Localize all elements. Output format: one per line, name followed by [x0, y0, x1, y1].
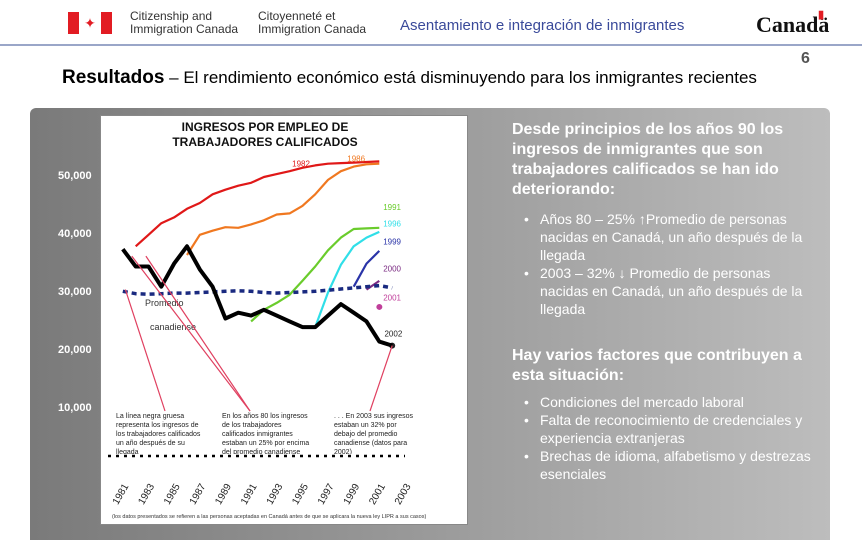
header-divider: [0, 44, 862, 46]
canada-wordmark-text: Canadä: [756, 12, 830, 37]
x-tick-label: 1981: [111, 482, 132, 507]
series-line-1996: [314, 230, 380, 328]
slide-title-strong: Resultados: [62, 67, 165, 88]
chart-footnote: (los datos presentados se refieren a las…: [112, 514, 427, 520]
header-title: Asentamiento e integración de inmigrante…: [400, 17, 685, 34]
y-tick-label: 10,000: [58, 402, 92, 414]
annotation-thick-line: La línea negra gruesa representa los ing…: [116, 413, 201, 454]
y-tick-label: 40,000: [58, 228, 92, 240]
factor-bullets: Condiciones del mercado laboral Falta de…: [512, 393, 812, 483]
series-line-promedio-canadiense: [122, 283, 393, 296]
x-tick-label: 1993: [265, 482, 286, 507]
y-tick-label: 30,000: [58, 286, 92, 298]
pointer-line: [369, 345, 393, 412]
canada-wordmark: Canadä ▮: [756, 9, 830, 38]
x-tick-label: 1997: [316, 482, 337, 507]
pointer-line: [145, 255, 251, 412]
pointer-line: [131, 255, 251, 412]
department-name-en-line2: Immigration Canada: [130, 22, 239, 36]
right-heading-factors: Hay varios factores que contribuyen a es…: [512, 347, 802, 384]
header-bar: ✦ Citizenship and Immigration Canada Cit…: [0, 0, 862, 44]
annotation-2003: . . . En 2003 sus ingresos estaban un 32…: [334, 413, 413, 454]
average-label-line1: Promedio: [145, 298, 184, 308]
x-tick-label: 1995: [290, 482, 311, 507]
series-label: 1982: [292, 160, 310, 169]
series-line-1986: [186, 162, 380, 256]
series-label: 1999: [383, 238, 401, 247]
department-name-en-line1: Citizenship and: [130, 9, 213, 23]
series-label: 2001: [383, 294, 401, 303]
x-tick-label: 1991: [239, 482, 260, 507]
y-tick-label: 50,000: [58, 170, 92, 182]
y-tick-label: 20,000: [58, 344, 92, 356]
series-line-1991: [250, 226, 380, 323]
department-name-fr-line1: Citoyenneté et: [258, 9, 336, 23]
x-tick-label: 1987: [188, 482, 209, 507]
x-tick-label: 2003: [393, 482, 414, 507]
series-line-1982: [134, 160, 380, 248]
canada-flag-icon: ✦: [68, 12, 112, 34]
right-heading-decline: Desde principios de los años 90 los ingr…: [512, 121, 784, 198]
maple-leaf-icon: ✦: [79, 12, 101, 34]
decline-bullets: Años 80 – 25% ↑Promedio de personas naci…: [512, 210, 812, 318]
slide-number: 6: [801, 50, 810, 67]
department-name-fr-line2: Immigration Canada: [258, 22, 367, 36]
wordmark-flag-icon: ▮: [818, 9, 825, 21]
x-tick-label: 2001: [367, 482, 388, 507]
bullet-item: 2003 – 32% ↓ Promedio de personas nacida…: [512, 264, 812, 318]
annotation-80s: En los años 80 los ingresos de los traba…: [222, 413, 310, 454]
series-label: 1986: [347, 154, 365, 163]
series-line-inmigrante-reciente: [121, 244, 393, 348]
series-label: 1996: [383, 220, 401, 229]
pointer-line: [124, 289, 166, 412]
slide-title: Resultados – El rendimiento económico es…: [62, 67, 757, 89]
bullet-item: Falta de reconocimiento de credenciales …: [512, 411, 812, 447]
slide-title-rest: – El rendimiento económico está disminuy…: [164, 68, 757, 87]
bullet-item: Años 80 – 25% ↑Promedio de personas naci…: [512, 210, 812, 264]
x-tick-label: 1989: [213, 482, 234, 507]
x-tick-label: 1985: [162, 482, 183, 507]
series-label: 2000: [383, 265, 401, 274]
x-tick-label: 1983: [136, 482, 157, 507]
department-name-en: Citizenship and Immigration Canada: [130, 10, 238, 36]
department-name-fr: Citoyenneté et Immigration Canada: [258, 10, 366, 36]
bullet-item: Brechas de idioma, alfabetismo y destrez…: [512, 447, 812, 483]
series-point-2001: [376, 303, 383, 310]
chart-title: INGRESOS POR EMPLEO DE TRABAJADORES CALI…: [172, 120, 358, 149]
series-line-1999: [352, 250, 381, 288]
series-label: 2002: [384, 329, 402, 338]
series-label: 1991: [383, 203, 401, 212]
x-tick-label: 1999: [342, 482, 363, 507]
average-label-line2: canadiense: [150, 322, 196, 332]
bullet-item: Condiciones del mercado laboral: [512, 393, 812, 411]
